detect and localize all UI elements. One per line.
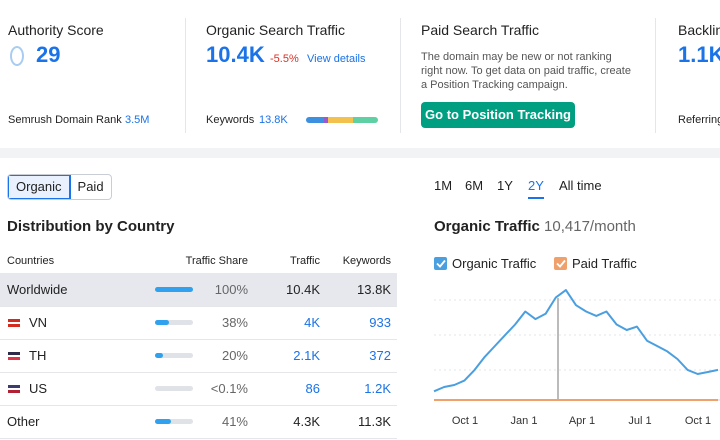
card-title: Authority Score bbox=[8, 22, 104, 38]
country: US bbox=[29, 381, 48, 396]
share-bar bbox=[155, 419, 171, 424]
x-tick-label: Oct 1 bbox=[685, 415, 711, 427]
column-header: Traffic Share bbox=[185, 255, 248, 267]
share-label: 38% bbox=[221, 315, 248, 330]
table-row: VN 38% 4K 933 bbox=[0, 306, 397, 340]
divider bbox=[400, 18, 401, 133]
tabs: Organic Paid bbox=[7, 174, 112, 200]
divider bbox=[185, 18, 186, 133]
legend-label: Paid Traffic bbox=[572, 256, 637, 271]
score-icon bbox=[10, 46, 24, 66]
link[interactable]: View details bbox=[307, 53, 366, 65]
footer-value[interactable]: 13.8K bbox=[259, 114, 288, 126]
traffic: 4.3K bbox=[293, 414, 320, 429]
share-track bbox=[155, 386, 193, 391]
keywords[interactable]: 372 bbox=[369, 348, 391, 363]
table: Countries Traffic Share Traffic Keywords Wor… bbox=[0, 250, 400, 440]
footer-value[interactable]: 3.5M bbox=[125, 114, 150, 126]
button[interactable]: Go to Position Tracking bbox=[421, 102, 575, 128]
x-tick-label: Oct 1 bbox=[452, 415, 478, 427]
metric-value: 10.4K bbox=[206, 42, 265, 67]
card-title: Backlinks bbox=[678, 22, 720, 38]
separator bbox=[0, 148, 720, 158]
traffic[interactable]: 4K bbox=[304, 315, 320, 330]
legend-checkbox bbox=[554, 257, 567, 270]
table-title: Distribution by Country bbox=[7, 218, 175, 235]
table-row: US <0.1% 86 1.2K bbox=[0, 372, 397, 406]
flag bbox=[8, 352, 20, 360]
table-row: Other 41% 4.3K 11.3K bbox=[0, 405, 397, 439]
metric-value: 1.1K bbox=[678, 42, 720, 67]
range-button[interactable]: 1M bbox=[434, 178, 453, 193]
column-header: Keywords bbox=[342, 255, 391, 267]
metric-value: 29 bbox=[36, 42, 61, 67]
chart-subtitle: 10,417/month bbox=[544, 218, 636, 235]
divider bbox=[655, 18, 656, 133]
legend-checkbox bbox=[434, 257, 447, 270]
country: VN bbox=[29, 315, 48, 330]
share-bar bbox=[155, 353, 163, 358]
keyword-bar bbox=[306, 117, 378, 123]
share-label: 20% bbox=[221, 348, 248, 363]
x-tick-label: Jan 1 bbox=[511, 415, 538, 427]
flag bbox=[8, 385, 20, 393]
keywords[interactable]: 933 bbox=[369, 315, 391, 330]
footer-label: Keywords bbox=[206, 114, 255, 126]
traffic: 10.4K bbox=[286, 282, 320, 297]
series-line bbox=[433, 289, 719, 393]
column-header: Countries bbox=[7, 255, 55, 267]
range-selector: 1M 6M 1Y 2Y All time bbox=[0, 178, 720, 202]
share-track bbox=[155, 353, 193, 358]
share-label: 41% bbox=[221, 414, 248, 429]
chart-heading: Organic Traffic 10,417/month bbox=[434, 218, 636, 235]
range-button[interactable]: All time bbox=[559, 178, 602, 193]
legend-label: Organic Traffic bbox=[452, 256, 537, 271]
description: The domain may be new or not ranking rig… bbox=[421, 51, 631, 91]
change: -5.5% bbox=[270, 53, 299, 65]
traffic[interactable]: 2.1K bbox=[293, 348, 320, 363]
x-tick-label: Jul 1 bbox=[628, 415, 651, 427]
table-row: Worldwide 100% 10.4K 13.8K bbox=[0, 273, 397, 307]
country: Worldwide bbox=[7, 282, 68, 297]
tab[interactable]: Organic bbox=[8, 175, 71, 199]
share-track bbox=[155, 320, 193, 325]
country: TH bbox=[29, 348, 47, 363]
keywords[interactable]: 1.2K bbox=[364, 381, 391, 396]
share-bar bbox=[155, 287, 193, 292]
traffic[interactable]: 86 bbox=[305, 381, 320, 396]
share-track bbox=[155, 419, 193, 424]
checkmark bbox=[556, 259, 566, 268]
card-title: Organic Search Traffic bbox=[206, 22, 346, 38]
share-bar bbox=[155, 320, 170, 325]
country: Other bbox=[7, 414, 40, 429]
card-title: Paid Search Traffic bbox=[421, 22, 540, 38]
footer-label: Referring bbox=[678, 114, 720, 126]
flag bbox=[8, 319, 20, 327]
range-button[interactable]: 6M bbox=[465, 178, 484, 193]
checkmark bbox=[436, 259, 446, 268]
share-label: <0.1% bbox=[210, 381, 248, 396]
table-row: TH 20% 2.1K 372 bbox=[0, 339, 397, 373]
keywords: 13.8K bbox=[357, 282, 391, 297]
range-button[interactable]: 2Y bbox=[528, 178, 544, 199]
tab[interactable]: Paid bbox=[77, 179, 104, 194]
column-header: Traffic bbox=[290, 255, 320, 267]
footer-label: Semrush Domain Rank bbox=[8, 114, 122, 126]
share-label: 100% bbox=[214, 282, 248, 297]
range-button[interactable]: 1Y bbox=[497, 178, 513, 193]
keywords: 11.3K bbox=[357, 414, 391, 429]
x-tick-label: Apr 1 bbox=[569, 415, 595, 427]
chart-title: Organic Traffic bbox=[434, 218, 540, 235]
